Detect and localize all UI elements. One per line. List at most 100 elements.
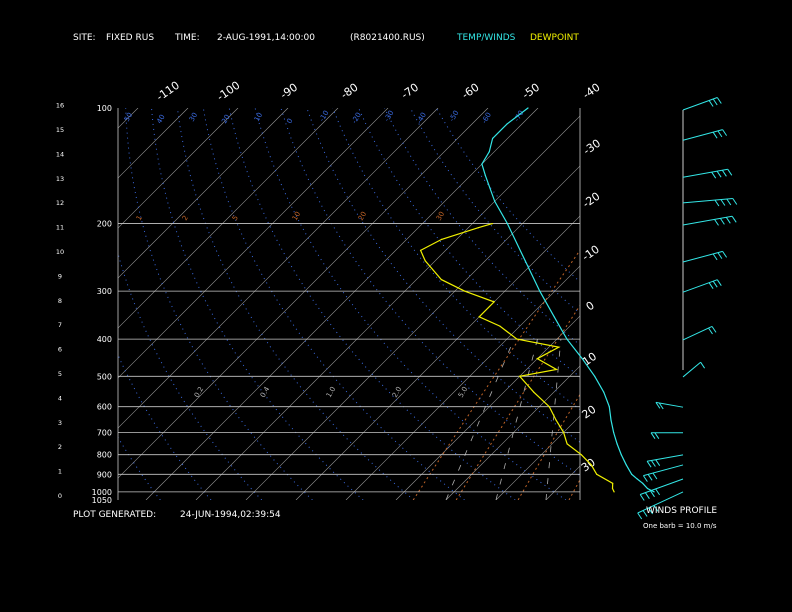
wind-barb-flag <box>708 327 713 335</box>
moist-adiabat-label: 0.2 <box>193 385 205 399</box>
isotherm-line <box>118 108 139 129</box>
temperature-point <box>553 316 555 318</box>
wind-barb-flag <box>654 432 660 439</box>
dry-adiabat-line <box>118 436 161 500</box>
dry-adiabat-line <box>118 353 212 500</box>
moist-adiabat-line <box>545 339 562 500</box>
winds-profile-note: One barb = 10.0 m/s <box>643 522 717 530</box>
isotherm-line <box>0 108 38 500</box>
height-tick-label: 13 <box>56 175 64 183</box>
isotherm-line <box>118 108 439 429</box>
wind-barb-flag <box>648 507 654 515</box>
wind-barb-staff <box>647 454 684 462</box>
dry-adiabat-line <box>176 108 415 500</box>
height-tick-label: 9 <box>58 272 62 280</box>
wind-barb-flag <box>642 475 648 482</box>
height-tick-label: 2 <box>58 443 62 451</box>
wind-barb-flag <box>719 218 725 225</box>
dewpoint-point <box>491 223 493 225</box>
dewpoint-point <box>590 464 592 466</box>
dry-adiabat-line <box>435 108 580 283</box>
wind-barb-flag <box>716 279 722 286</box>
dry-adiabat-label: -60 <box>480 111 493 125</box>
isotherm-line <box>0 108 88 500</box>
temperature-point <box>631 473 633 475</box>
temperature-point <box>484 175 486 177</box>
height-tick-label: 8 <box>58 297 62 305</box>
dewpoint-point <box>612 482 614 484</box>
mixing-ratio-line <box>624 224 774 500</box>
temperature-point <box>616 443 618 445</box>
mixing-ratio-line <box>657 224 792 500</box>
moist-adiabat-line <box>495 338 538 500</box>
dry-adiabat-label: 40 <box>155 113 166 125</box>
temperature-point <box>613 431 615 433</box>
temperature-point <box>636 478 638 480</box>
dewpoint-point <box>516 338 518 340</box>
dry-adiabat-line <box>228 108 516 500</box>
temperature-point <box>603 391 605 393</box>
isotherm-line <box>696 108 792 500</box>
dry-adiabat-line <box>202 108 465 500</box>
dewpoint-point <box>533 391 535 393</box>
dewpoint-point <box>558 346 560 348</box>
dewpoint-point <box>493 301 495 303</box>
wind-barb-flag <box>716 97 722 104</box>
wind-barb-staff <box>655 401 684 408</box>
isotherm-line <box>118 108 189 179</box>
mixing-ratio-label: 10 <box>291 210 302 222</box>
wind-barb-flag <box>714 199 720 207</box>
wind-barb-staff <box>682 215 733 226</box>
top-temperature-label: -90 <box>278 81 300 102</box>
pressure-tick-label: 800 <box>97 451 112 460</box>
temperature-point <box>594 375 596 377</box>
temperature-point <box>506 223 508 225</box>
wind-barb-flag <box>650 460 656 467</box>
pressure-tick-label: 400 <box>97 335 112 344</box>
moist-adiabat-label: 1.0 <box>325 385 337 399</box>
wind-barb-flag <box>716 170 722 178</box>
dry-adiabat-line <box>125 108 313 500</box>
temperature-point <box>481 163 483 165</box>
wind-barb-flag <box>717 130 723 138</box>
dry-adiabat-line <box>254 108 567 500</box>
wind-barb-flag <box>637 512 643 520</box>
right-temperature-label: 0 <box>584 299 597 314</box>
isotherm-line <box>118 108 339 329</box>
dry-adiabat-line <box>358 108 580 378</box>
dewpoint-point <box>424 260 426 262</box>
moist-adiabat-label: 0.4 <box>259 385 272 399</box>
height-tick-label: 0 <box>58 492 62 500</box>
temperature-point <box>524 260 526 262</box>
isotherm-line <box>395 315 580 500</box>
dry-adiabat-label: -10 <box>318 109 331 123</box>
temperature-point <box>494 200 496 202</box>
wind-barb-flag <box>655 488 661 496</box>
dewpoint-legend: DEWPOINT <box>530 33 579 43</box>
temperature-series-line <box>481 107 655 493</box>
wind-barb-flag <box>714 219 719 226</box>
wind-barb-staff <box>682 250 723 263</box>
isotherm-line <box>545 465 580 500</box>
dewpoint-point <box>566 443 568 445</box>
isotherm-line <box>118 108 239 229</box>
dewpoint-point <box>420 249 422 251</box>
dewpoint-point <box>555 368 558 371</box>
plot-generated-value: 24-JUN-1994,02:39:54 <box>180 510 281 520</box>
top-temperature-label: -60 <box>459 81 481 102</box>
dewpoint-point <box>464 290 466 292</box>
height-tick-label: 7 <box>58 321 62 329</box>
dry-adiabat-line <box>332 108 580 411</box>
wind-barb-flag <box>644 492 650 499</box>
wind-barb-flag <box>646 460 652 468</box>
moist-adiabat-line <box>445 338 515 500</box>
right-temperature-label: -10 <box>580 243 602 264</box>
dewpoint-point <box>536 358 538 360</box>
height-tick-label: 1 <box>58 468 62 476</box>
height-tick-label: 14 <box>56 150 64 158</box>
wind-barb-flag <box>722 251 728 258</box>
wind-barb-flag <box>652 472 658 480</box>
dry-adiabat-line <box>118 251 263 500</box>
dewpoint-point <box>441 238 443 240</box>
wind-barb-staff <box>682 325 713 341</box>
